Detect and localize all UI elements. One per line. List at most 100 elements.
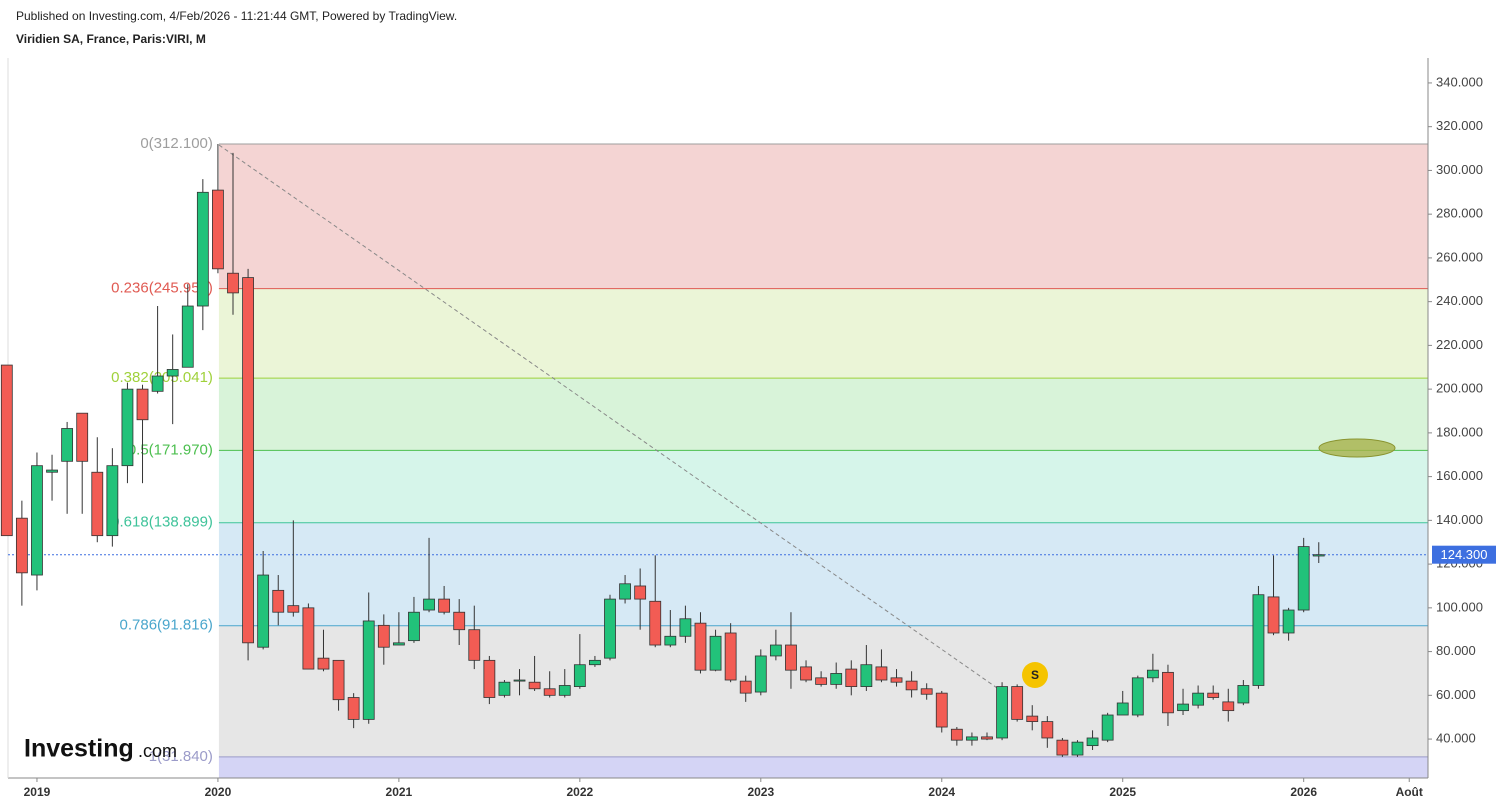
y-tick-label: 140.000 — [1436, 512, 1483, 527]
fib-level-label: 1(31.840) — [149, 748, 213, 765]
candle-body — [1026, 715, 1039, 722]
candle-body — [392, 642, 405, 646]
candle-body — [498, 681, 511, 696]
candle-body — [61, 428, 74, 462]
candle-body — [317, 657, 330, 670]
fib-band — [218, 450, 1428, 523]
candle-body — [860, 664, 873, 687]
candle-body — [830, 673, 843, 685]
fib-band — [218, 756, 1428, 778]
candle-body — [408, 611, 420, 642]
fib-band — [218, 522, 1428, 626]
candle-body — [664, 635, 677, 646]
x-tick-label: 2022 — [566, 785, 593, 799]
candle-body — [1116, 702, 1129, 716]
candle-body — [709, 635, 722, 671]
candle-body — [1267, 596, 1280, 634]
y-tick-label: 260.000 — [1436, 249, 1483, 264]
y-tick-label: 200.000 — [1436, 381, 1483, 396]
candle-body — [483, 659, 496, 698]
x-tick-label: 2025 — [1109, 785, 1136, 799]
candle-body — [91, 471, 104, 537]
candle-body — [1146, 669, 1159, 679]
candle-body — [513, 679, 526, 682]
fib-level-label: 0.618(138.899) — [111, 514, 213, 531]
candle-body — [302, 607, 315, 670]
candle-body — [619, 583, 631, 600]
candle-body — [1041, 721, 1054, 739]
signal-marker — [1022, 662, 1048, 688]
y-tick-label: 60.000 — [1436, 687, 1476, 702]
candle-body — [845, 668, 858, 687]
candle-body — [981, 736, 993, 740]
y-tick-label: 340.000 — [1436, 74, 1483, 89]
x-tick-label: 2023 — [747, 785, 774, 799]
candle-body — [362, 620, 375, 720]
candle-body — [257, 574, 270, 648]
candle-body — [1252, 594, 1265, 686]
y-tick-label: 240.000 — [1436, 293, 1483, 308]
candle-body — [15, 517, 28, 574]
candle-body — [769, 644, 782, 657]
candle-body — [1162, 671, 1174, 714]
candle-body — [212, 189, 224, 270]
logo-suffix: .com — [138, 741, 177, 761]
candle-body — [604, 598, 616, 659]
candle-body — [1131, 677, 1144, 716]
fib-level-label: 0(312.100) — [140, 135, 213, 152]
last-price-label: 124.300 — [1441, 547, 1488, 562]
candle-body — [739, 680, 752, 694]
candle-body — [1282, 609, 1295, 634]
candle-body — [46, 469, 58, 473]
candle-body — [543, 688, 556, 696]
signal-label: S — [1031, 668, 1039, 682]
candle-body — [950, 728, 963, 741]
candle-body — [1207, 692, 1220, 698]
x-tick-label: 2021 — [386, 785, 413, 799]
candles — [0, 143, 1325, 757]
candle-body — [679, 618, 692, 637]
candle-body — [754, 655, 767, 693]
candle-body — [875, 666, 888, 681]
candle-body — [377, 624, 390, 648]
fib-band — [218, 625, 1428, 757]
x-tick-label: 2026 — [1290, 785, 1317, 799]
candle-body — [423, 598, 435, 611]
candle-body — [1237, 685, 1250, 704]
candle-body — [634, 585, 647, 600]
y-tick-label: 100.000 — [1436, 599, 1483, 614]
fib-level-label: 0.5(171.970) — [128, 441, 213, 458]
candle-body — [558, 685, 571, 696]
candle-body — [136, 388, 149, 421]
candle-body — [1312, 554, 1325, 557]
candle-body — [905, 680, 918, 691]
candle-body — [649, 600, 662, 646]
candle-body — [1297, 546, 1310, 611]
y-tick-label: 220.000 — [1436, 337, 1483, 352]
fib-band — [218, 288, 1428, 379]
candle-body — [31, 465, 43, 576]
plot-area: 0(312.100)0.236(245.959)0.382(205.041)0.… — [7, 58, 1483, 799]
fib-band — [218, 143, 1428, 289]
candle-body — [815, 677, 828, 685]
candle-body — [332, 659, 345, 701]
candle-body — [1086, 737, 1099, 747]
candle-body — [121, 388, 134, 467]
candle-body — [966, 736, 978, 741]
y-tick-label: 180.000 — [1436, 424, 1483, 439]
candle-body — [1101, 714, 1114, 741]
candle-body — [0, 364, 13, 537]
candle-body — [287, 605, 300, 613]
candle-body — [76, 412, 89, 462]
candle-body — [1056, 739, 1069, 756]
fib-trend-line — [218, 144, 1001, 691]
candle-body — [453, 611, 466, 631]
logo: Investing — [24, 735, 134, 763]
x-tick-label: Août — [1396, 785, 1423, 799]
candle-body — [272, 589, 285, 613]
candle-body — [242, 277, 254, 644]
fib-level-label: 0.786(91.816) — [120, 617, 213, 634]
candle-body — [573, 664, 586, 687]
y-tick-label: 320.000 — [1436, 118, 1483, 133]
